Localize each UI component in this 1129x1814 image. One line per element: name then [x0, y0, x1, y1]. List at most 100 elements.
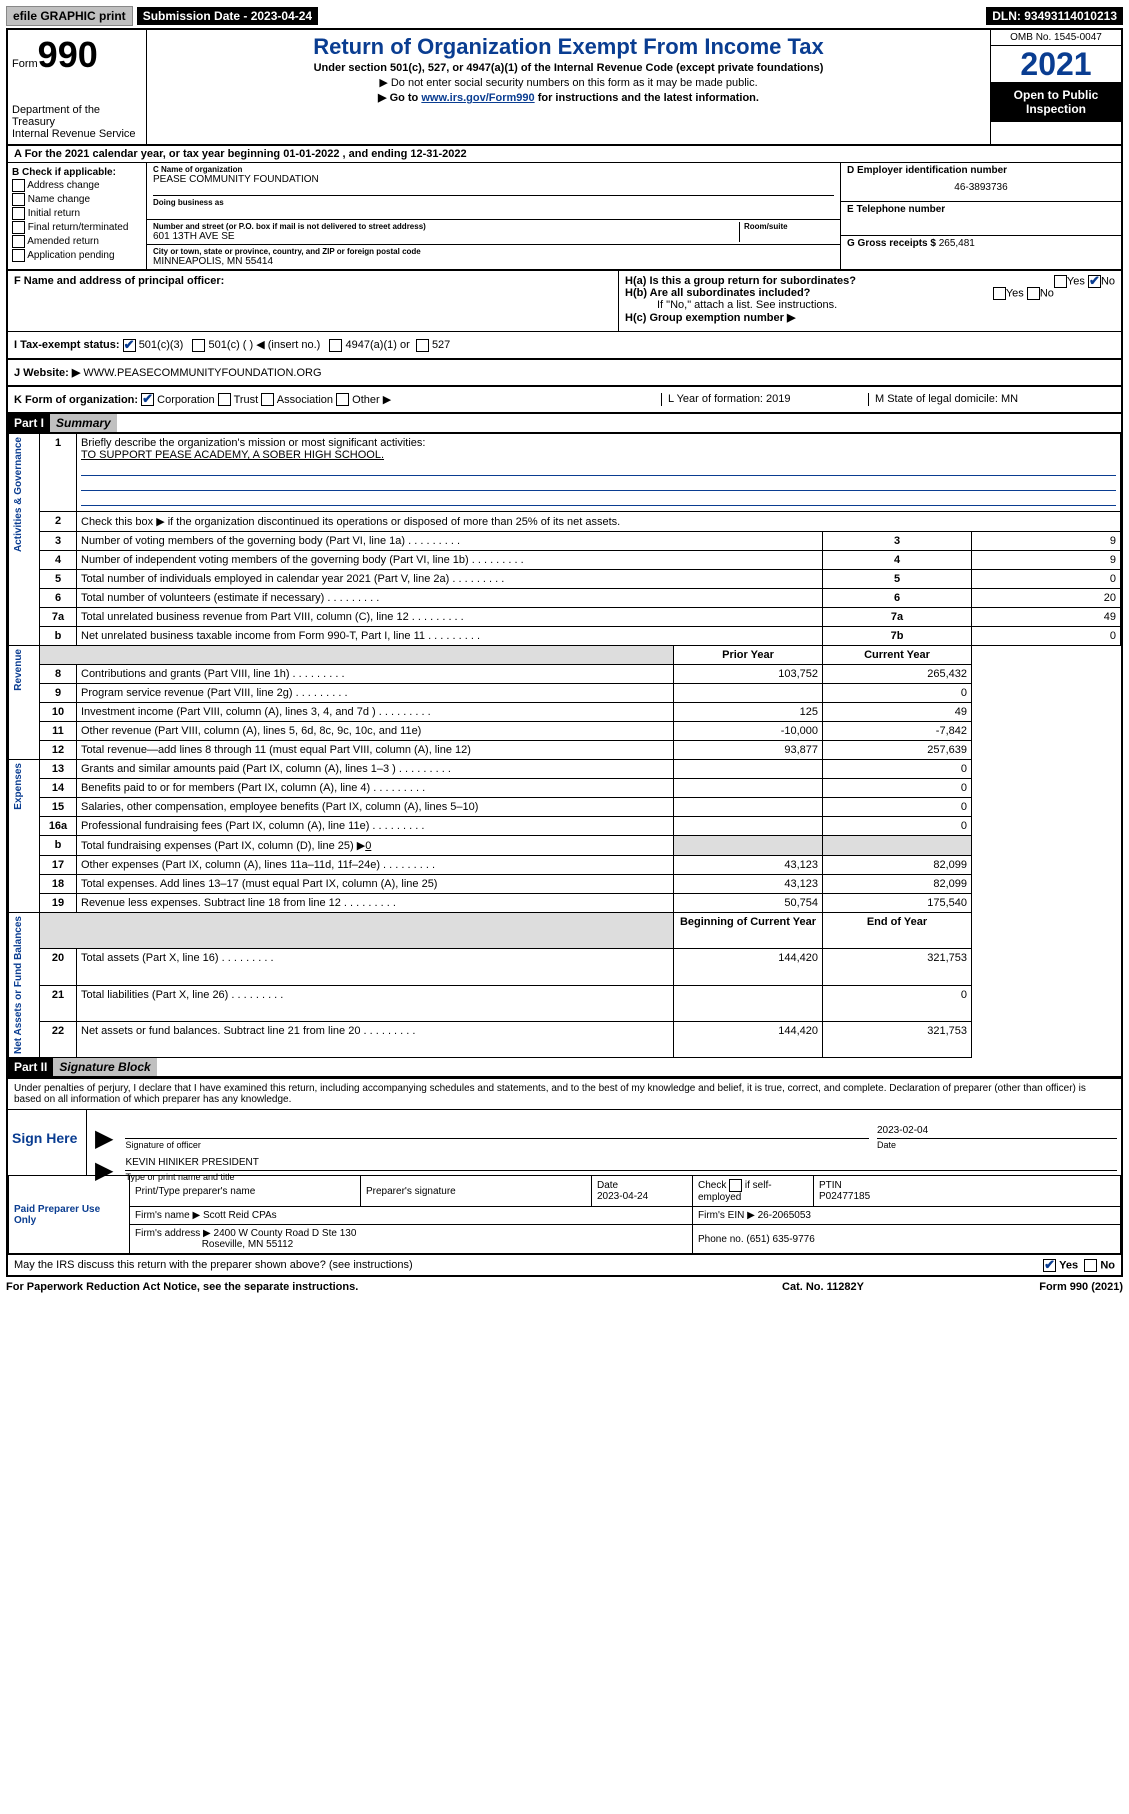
line-6-val: 20 [972, 589, 1121, 608]
instructions-link[interactable]: www.irs.gov/Form990 [421, 92, 534, 104]
gross-value: 265,481 [939, 238, 975, 249]
status-label: I Tax-exempt status: [14, 339, 120, 351]
part1-bar: Part ISummary [8, 414, 1121, 433]
sign-here-row: Sign Here ▶ Signature of officer 2023-02… [8, 1109, 1121, 1175]
line-21-prior [674, 985, 823, 1021]
line-1-text: Briefly describe the organization's miss… [81, 437, 425, 449]
top-bar: efile GRAPHIC print Submission Date - 20… [6, 6, 1123, 26]
org-name-label: C Name of organization [153, 165, 834, 174]
current-year-header: Current Year [823, 646, 972, 665]
line-20-prior: 144,420 [674, 949, 823, 985]
chk-final-return[interactable] [12, 221, 25, 234]
chk-527[interactable] [416, 339, 429, 352]
chk-discuss-no[interactable] [1084, 1259, 1097, 1272]
chk-501c3[interactable] [123, 339, 136, 352]
line-18-text: Total expenses. Add lines 13–17 (must eq… [77, 875, 674, 894]
chk-4947[interactable] [329, 339, 342, 352]
entity-row: B Check if applicable: Address change Na… [8, 163, 1121, 271]
open-inspection-label: Open to Public Inspection [991, 82, 1121, 122]
column-c: C Name of organization PEASE COMMUNITY F… [147, 163, 841, 269]
line-13-text: Grants and similar amounts paid (Part IX… [77, 760, 674, 779]
website-row: J Website: ▶ WWW.PEASECOMMUNITYFOUNDATIO… [8, 360, 1121, 387]
dept-label: Department of the Treasury [12, 104, 142, 128]
line-11-cur: -7,842 [823, 722, 972, 741]
preparer-table: Paid Preparer Use Only Print/Type prepar… [8, 1175, 1121, 1254]
line-19-prior: 50,754 [674, 894, 823, 913]
chk-self-employed[interactable] [729, 1179, 742, 1192]
hb-note: If "No," attach a list. See instructions… [625, 299, 1115, 311]
form-note-2: ▶ Go to www.irs.gov/Form990 for instruct… [153, 91, 984, 104]
city-value: MINNEAPOLIS, MN 55414 [153, 256, 834, 267]
chk-corp[interactable] [141, 393, 154, 406]
prep-date-value: 2023-04-24 [597, 1191, 648, 1202]
line-1-num: 1 [40, 434, 77, 512]
line-9-cur: 0 [823, 684, 972, 703]
line-17-prior: 43,123 [674, 856, 823, 875]
hc-label: H(c) Group exemption number ▶ [625, 312, 795, 324]
firm-phone-value: (651) 635-9776 [746, 1234, 814, 1245]
chk-hb-yes[interactable] [993, 287, 1006, 300]
line-12-prior: 93,877 [674, 741, 823, 760]
chk-other[interactable] [336, 393, 349, 406]
line-4-text: Number of independent voting members of … [77, 551, 823, 570]
k-row: K Form of organization: Corporation Trus… [8, 387, 1121, 415]
chk-assoc[interactable] [261, 393, 274, 406]
end-year-header: End of Year [823, 913, 972, 949]
line-19-text: Revenue less expenses. Subtract line 18 … [77, 894, 674, 913]
section-governance: Activities & Governance [13, 437, 24, 552]
chk-initial-return[interactable] [12, 207, 25, 220]
form-word: Form [12, 58, 38, 70]
irs-label: Internal Revenue Service [12, 128, 142, 140]
line-14-prior [674, 779, 823, 798]
line-16a-cur: 0 [823, 817, 972, 836]
part2-header: Part II [8, 1058, 53, 1076]
line-6-text: Total number of volunteers (estimate if … [77, 589, 823, 608]
chk-ha-yes[interactable] [1054, 275, 1067, 288]
hb-label: H(b) Are all subordinates included? [625, 287, 810, 299]
chk-trust[interactable] [218, 393, 231, 406]
form-subtitle: Under section 501(c), 527, or 4947(a)(1)… [153, 62, 984, 74]
paid-preparer-label: Paid Preparer Use Only [9, 1176, 130, 1254]
discuss-text: May the IRS discuss this return with the… [14, 1259, 413, 1271]
line-16a-prior [674, 817, 823, 836]
chk-ha-no[interactable] [1088, 275, 1101, 288]
line-12-cur: 257,639 [823, 741, 972, 760]
firm-addr1-value: 2400 W County Road D Ste 130 [214, 1228, 357, 1239]
firm-name-label: Firm's name ▶ [135, 1210, 200, 1221]
summary-table: Activities & Governance 1 Briefly descri… [8, 433, 1121, 1058]
part1-header: Part I [8, 414, 50, 432]
chk-address-change[interactable] [12, 179, 25, 192]
line-14-cur: 0 [823, 779, 972, 798]
line-16b-val: 0 [365, 840, 371, 852]
line-7b-text: Net unrelated business taxable income fr… [77, 627, 823, 646]
chk-amended-return[interactable] [12, 235, 25, 248]
line-10-prior: 125 [674, 703, 823, 722]
addr-label: Number and street (or P.O. box if mail i… [153, 222, 739, 231]
line-19-cur: 175,540 [823, 894, 972, 913]
line-15-text: Salaries, other compensation, employee b… [77, 798, 674, 817]
m-domicile: M State of legal domicile: MN [868, 393, 1115, 407]
sign-date-value: 2023-02-04 [877, 1125, 1117, 1136]
line-17-cur: 82,099 [823, 856, 972, 875]
efile-button[interactable]: efile GRAPHIC print [6, 6, 133, 26]
chk-application-pending[interactable] [12, 249, 25, 262]
line-20-text: Total assets (Part X, line 16) [77, 949, 674, 985]
chk-name-change[interactable] [12, 193, 25, 206]
firm-addr-label: Firm's address ▶ [135, 1228, 211, 1239]
chk-hb-no[interactable] [1027, 287, 1040, 300]
row-a-taxyear: A For the 2021 calendar year, or tax yea… [8, 146, 1121, 163]
header-right: OMB No. 1545-0047 2021 Open to Public In… [990, 30, 1121, 144]
website-label: J Website: ▶ [14, 367, 80, 379]
line-7a-text: Total unrelated business revenue from Pa… [77, 608, 823, 627]
chk-discuss-yes[interactable] [1043, 1259, 1056, 1272]
chk-501c[interactable] [192, 339, 205, 352]
sign-here-label: Sign Here [8, 1110, 87, 1175]
submission-date-label: Submission Date - 2023-04-24 [137, 7, 318, 25]
dln-label: DLN: 93493114010213 [986, 7, 1123, 25]
form-number: 990 [38, 34, 98, 75]
ha-label: H(a) Is this a group return for subordin… [625, 275, 856, 287]
line-15-cur: 0 [823, 798, 972, 817]
line-14-text: Benefits paid to or for members (Part IX… [77, 779, 674, 798]
line-17-text: Other expenses (Part IX, column (A), lin… [77, 856, 674, 875]
line-8-text: Contributions and grants (Part VIII, lin… [77, 665, 674, 684]
